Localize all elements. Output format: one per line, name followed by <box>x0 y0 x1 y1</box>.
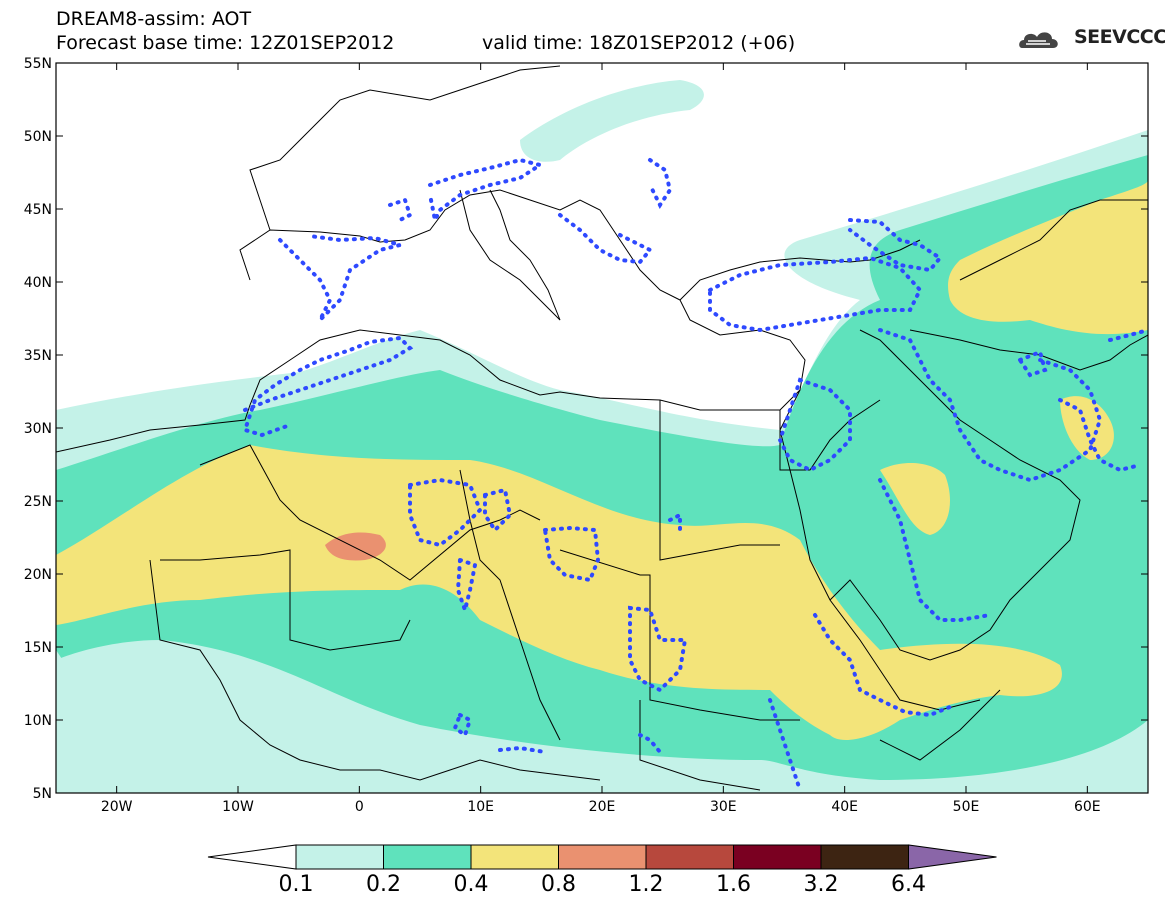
logo-text: SEEVCCC <box>1074 26 1165 48</box>
aot-band-0.4-persia <box>948 180 1148 335</box>
colorbar-low-arrow <box>207 844 297 870</box>
colorbar-box <box>295 844 384 870</box>
colorbar-box <box>645 844 734 870</box>
lon-tick-label: 10E <box>467 799 494 815</box>
colorbar-box <box>733 844 822 870</box>
colorbar-box <box>558 844 647 870</box>
colorbar-box <box>470 844 559 870</box>
aot-band-0.2 <box>56 155 1148 780</box>
colorbar-label: 3.2 <box>804 872 839 897</box>
aot-band-0.2-west <box>56 650 90 790</box>
colorbar-box <box>383 844 472 870</box>
lon-tick-label: 40E <box>831 799 858 815</box>
lat-tick-label: 50N <box>24 129 52 145</box>
lon-tick-label: 30E <box>710 799 737 815</box>
colorbar-label: 6.4 <box>891 872 926 897</box>
aot-band-0.4-arabia <box>880 463 950 535</box>
colorbar-label: 0.1 <box>279 872 314 897</box>
lat-tick-label: 20N <box>24 567 52 583</box>
seevccc-logo-icon <box>1019 32 1058 48</box>
aot-band-0.1-north <box>520 80 704 162</box>
colorbar-box <box>820 844 909 870</box>
lat-tick-label: 5N <box>33 786 52 802</box>
chart-title: DREAM8-assim: AOT <box>56 8 252 30</box>
lat-tick-label: 55N <box>24 56 52 72</box>
lon-tick-label: 50E <box>953 799 980 815</box>
lat-tick-label: 30N <box>24 421 52 437</box>
lat-tick-label: 40N <box>24 275 52 291</box>
colorbar-label: 0.2 <box>366 872 401 897</box>
lon-tick-label: 10W <box>222 799 254 815</box>
forecast-base-time: Forecast base time: 12Z01SEP2012 <box>56 32 395 54</box>
lon-tick-label: 20W <box>101 799 133 815</box>
valid-time: valid time: 18Z01SEP2012 (+06) <box>482 32 796 54</box>
colorbar-high-arrow <box>908 844 997 870</box>
lat-tick-label: 15N <box>24 640 52 656</box>
lon-tick-label: 20E <box>589 799 616 815</box>
lat-tick-label: 10N <box>24 713 52 729</box>
lon-tick-label: 0 <box>355 799 364 815</box>
lat-tick-label: 35N <box>24 348 52 364</box>
dotted-contours <box>242 157 1148 792</box>
lon-tick-label: 60E <box>1074 799 1101 815</box>
aot-band-0.4 <box>56 445 1062 740</box>
colorbar-label: 1.6 <box>716 872 751 897</box>
colorbar-label: 0.8 <box>541 872 576 897</box>
aot-band-0.8 <box>325 532 386 561</box>
lat-tick-label: 25N <box>24 494 52 510</box>
colorbar-label: 1.2 <box>629 872 664 897</box>
longitude-axis: 20W 10W 0 10E 20E 30E 40E 50E 60E <box>101 63 1101 815</box>
aot-contour-fields <box>56 80 1148 793</box>
latitude-axis: 55N 50N 45N 40N 35N 30N 25N 20N 15N 10N 5N <box>24 56 1148 802</box>
colorbar: 0.1 0.2 0.4 0.8 1.2 1.6 3.2 6.4 <box>207 844 997 897</box>
lat-tick-label: 45N <box>24 202 52 218</box>
colorbar-label: 0.4 <box>454 872 489 897</box>
